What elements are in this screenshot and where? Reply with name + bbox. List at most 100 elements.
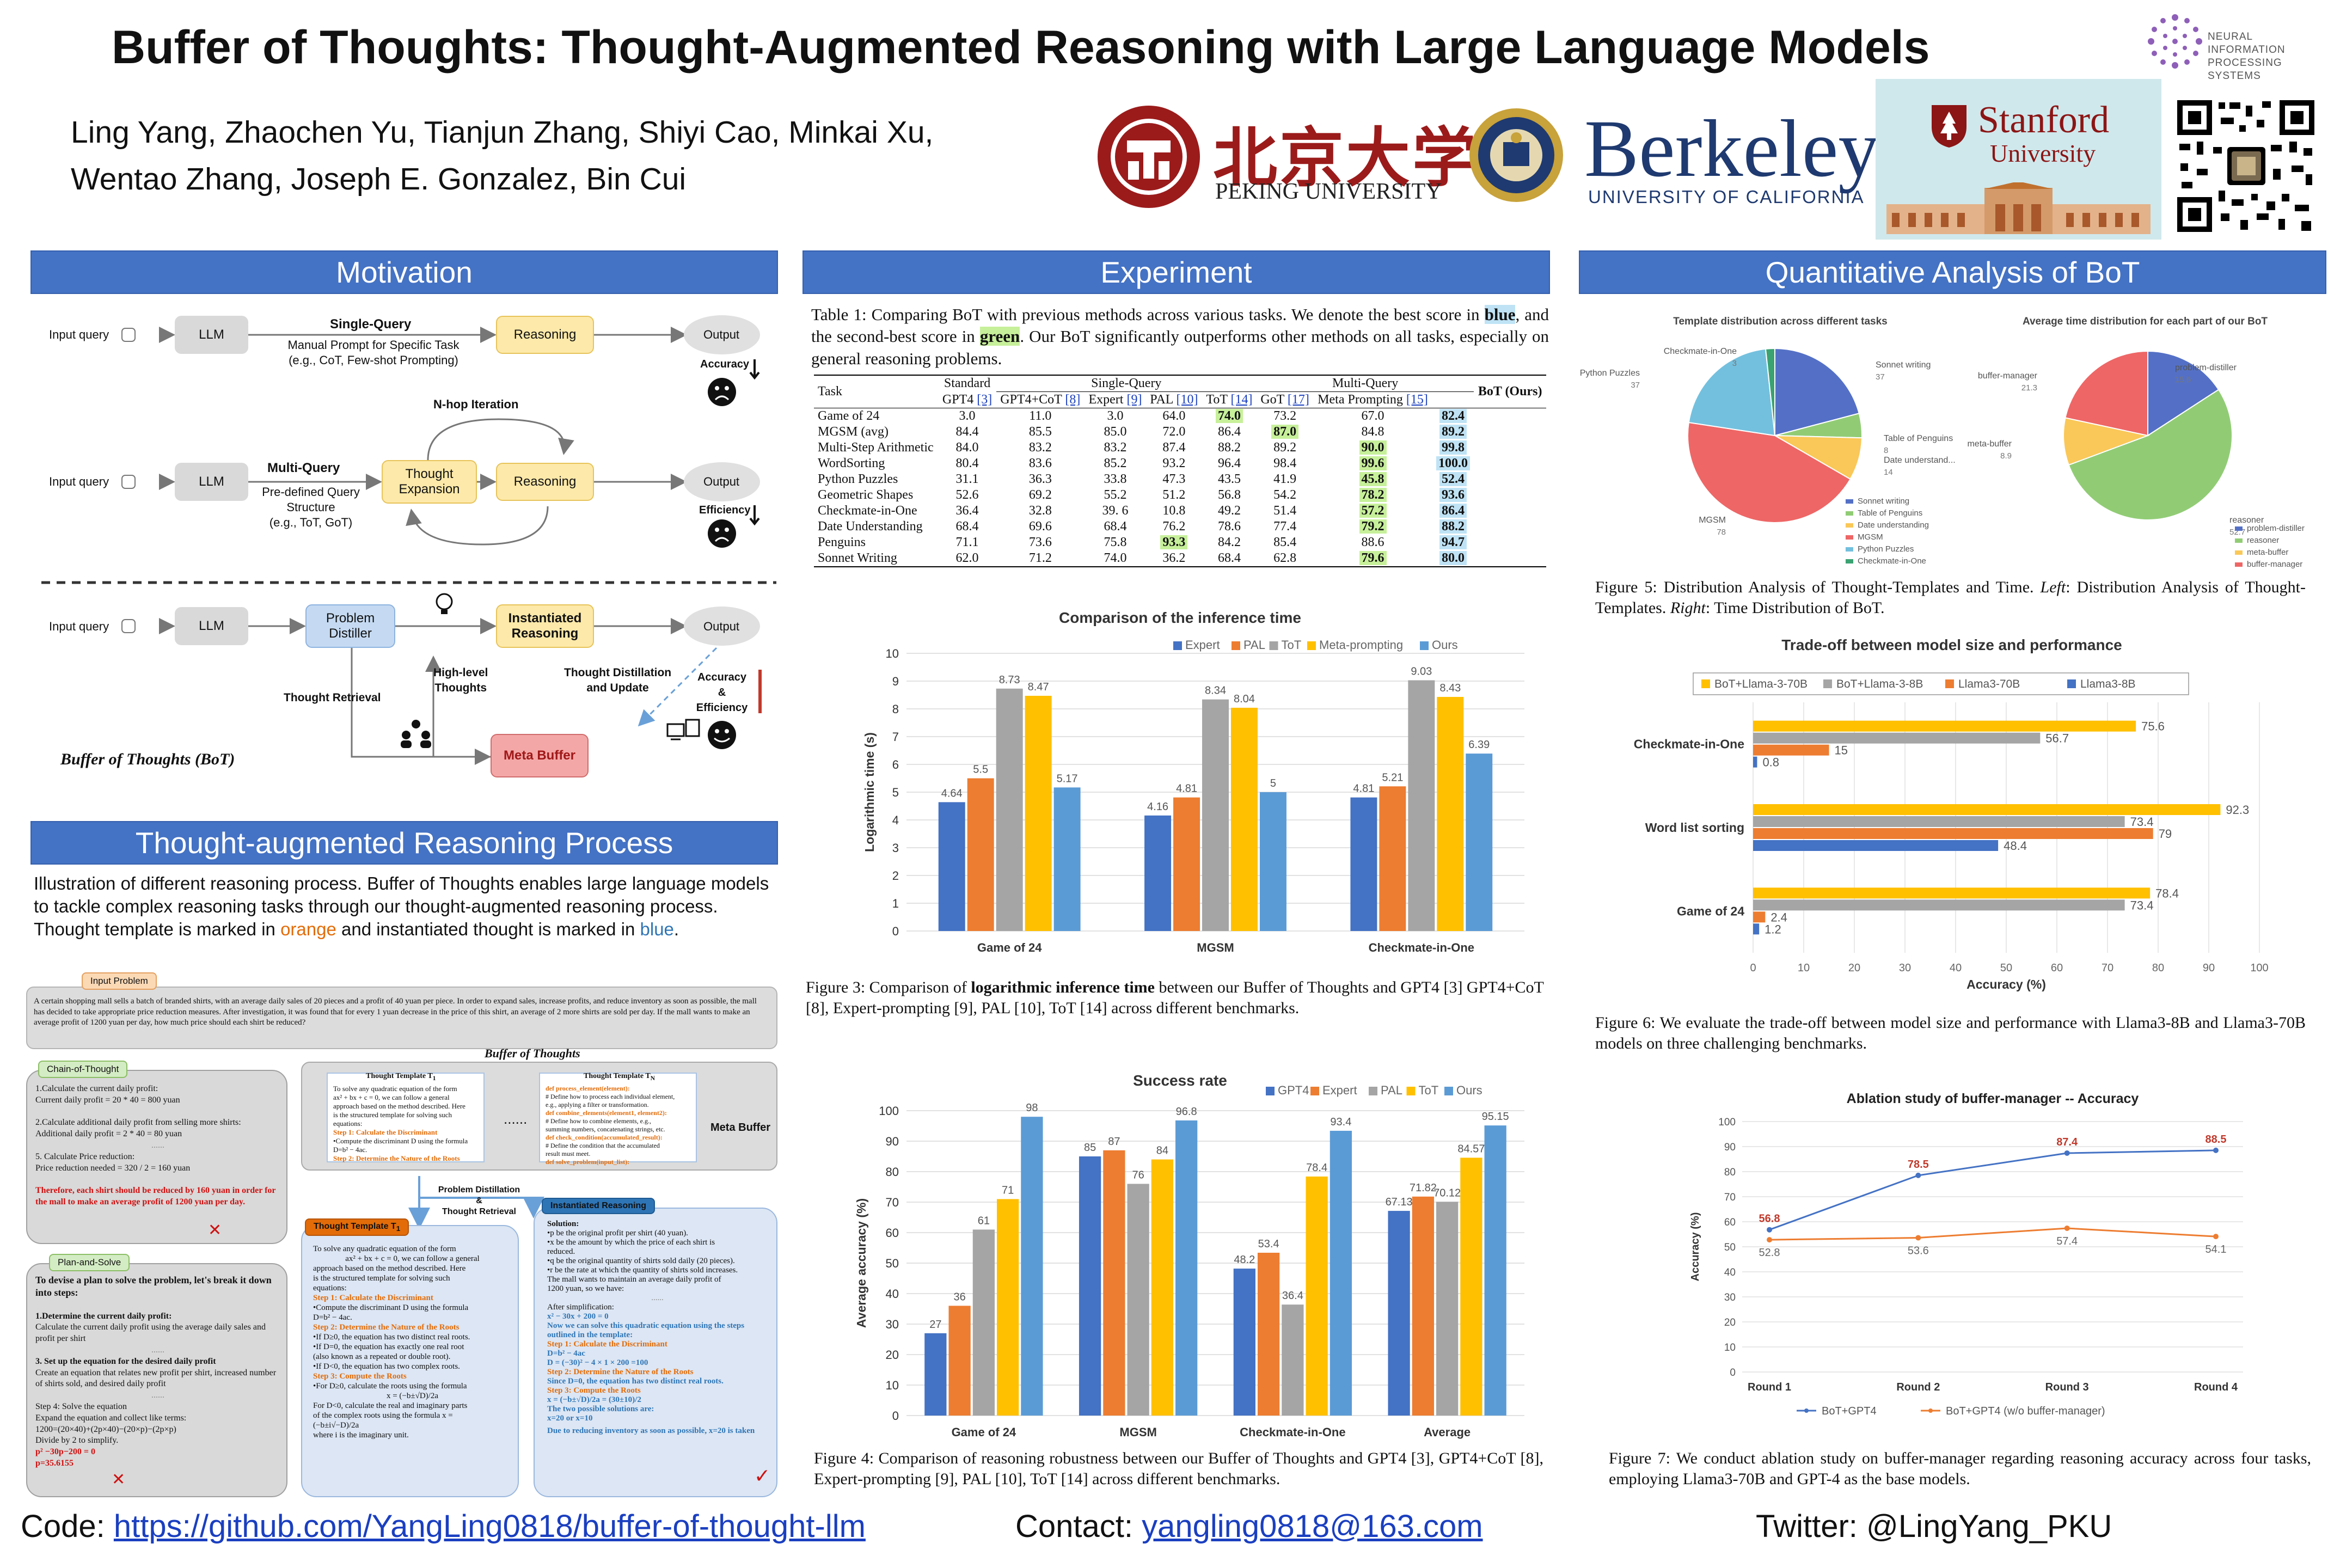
task-cell: Python Puzzles [818, 472, 898, 486]
bar [1053, 787, 1081, 931]
section-header-motivation: Motivation [30, 250, 778, 294]
y-tick-label: 1 [892, 897, 899, 910]
score-value: 100.0 [1436, 456, 1470, 470]
task-cell: WordSorting [818, 456, 885, 470]
ps-line-9: Divide by 2 to simplify. [35, 1436, 119, 1445]
data-label: 57.4 [2056, 1235, 2078, 1247]
score-cell: 67.0 [1313, 408, 1432, 425]
th-tot-ref[interactable]: [14] [1230, 393, 1253, 407]
bar-value-label: 4.16 [1147, 801, 1168, 813]
bar [1151, 1159, 1174, 1416]
input-problem-text: A certain shopping mall sells a batch of… [34, 997, 757, 1027]
th-gpt4-ref[interactable]: [3] [977, 392, 993, 407]
legend-swatch [1846, 511, 1853, 516]
x-tick-label: Average [1424, 1425, 1471, 1439]
y-axis-label: Accuracy (%) [1689, 1212, 1701, 1282]
legend-label: BoT+GPT4 (w/o buffer-manager) [1946, 1405, 2105, 1417]
y-tick-label: 0 [892, 1409, 899, 1423]
score-value: 62.8 [1273, 551, 1297, 565]
score-cell: 71.2 [996, 550, 1085, 567]
th-meta: Meta Prompting [15] [1313, 391, 1432, 408]
tcap-green: green [979, 327, 1020, 346]
ps-line-5: Create an equation that relates new prof… [35, 1368, 277, 1389]
ir-solution: Solution: [547, 1220, 579, 1228]
score-cell: 100.0 [1432, 456, 1474, 471]
pie-label: Date understand... [1884, 456, 1956, 465]
input-problem-label: Input Problem [82, 972, 157, 990]
score-value: 49.2 [1217, 504, 1241, 518]
score-cell: 87.4 [1146, 440, 1202, 456]
cot-answer: Therefore, each shirt should be reduced … [35, 1186, 276, 1206]
th-expert-ref[interactable]: [9] [1126, 393, 1142, 407]
ir-s2a: Since D=0, the equation has two distinct… [547, 1377, 724, 1386]
results-table: Task Standard Single-Query Multi-Query B… [814, 375, 1546, 567]
distill-line-1: Thought Distillation [564, 666, 672, 679]
bar-value-label: 48.4 [2004, 839, 2027, 853]
bar [1306, 1176, 1328, 1416]
th-cot-text: GPT4+CoT [1000, 393, 1062, 407]
accuracy-label-1: Accuracy [700, 358, 750, 370]
ir-s3b: The two possible solutions are: [547, 1405, 654, 1413]
intro-3: process. Thought template is marked in [34, 896, 718, 939]
score-value: 84.8 [1361, 425, 1384, 439]
intro-5: . [673, 919, 679, 939]
code-link[interactable]: https://github.com/YangLing0818/buffer-o… [113, 1509, 866, 1544]
score-cell: 85.0 [1085, 424, 1146, 440]
single-query-label: Single-Query [330, 317, 412, 332]
th-meta-text: Meta Prompting [1318, 393, 1403, 407]
y-tick-label: 10 [886, 1379, 899, 1392]
ttb-0: To solve any quadratic equation of the f… [313, 1245, 456, 1253]
task-cell: Game of 24 [818, 409, 880, 423]
table-row: Date Understanding 68.4 69.6 68.4 76.2 78.6 77… [814, 519, 1546, 535]
bar-value-label: 4.81 [1176, 783, 1197, 795]
inference-time-chart: Comparison of the inference time Expert PA… [862, 609, 1524, 954]
y-tick-label: 40 [1724, 1267, 1736, 1278]
th-meta-ref[interactable]: [15] [1406, 393, 1428, 407]
meta-buffer-dots: ...... [504, 1111, 528, 1127]
legend-label: problem-distiller [2247, 524, 2305, 533]
score-value: 83.2 [1028, 440, 1052, 455]
score-cell: 54.2 [1257, 487, 1313, 503]
cot-line-6: Price reduction needed = 320 / 2 = 160 y… [35, 1163, 191, 1173]
y-axis-label: Average accuracy (%) [854, 1198, 868, 1328]
score-cell: 93.2 [1146, 456, 1202, 471]
nhop-label: N-hop Iteration [433, 397, 519, 411]
task-cell: Date Understanding [818, 519, 923, 534]
th-got-ref[interactable]: [17] [1287, 393, 1309, 407]
score-value: 64.0 [1162, 409, 1186, 423]
table-row: Sonnet Writing 62.0 71.2 74.0 36.2 68.4 62.8 79… [814, 550, 1546, 567]
score-cell: 45.8 [1313, 471, 1432, 487]
score-cell: 75.8 [1085, 535, 1146, 550]
bar [1753, 911, 1766, 923]
ps-answer-2: p=35.6155 [35, 1458, 74, 1468]
qr-code-icon[interactable] [2175, 98, 2317, 234]
ps-answer-1: p² −30p−200 = 0 [35, 1447, 95, 1457]
th-cot-ref[interactable]: [8] [1065, 393, 1081, 407]
score-value: 75.8 [1104, 535, 1127, 549]
bar-value-label: 71 [1002, 1184, 1014, 1196]
bar [1753, 816, 2125, 827]
contact-link[interactable]: yangling0818@163.com [1142, 1509, 1483, 1544]
legend-label: Table of Penguins [1858, 509, 1922, 518]
poster-title: Buffer of Thoughts: Thought-Augmented Re… [112, 21, 1930, 74]
legend-label: BoT+GPT4 [1822, 1405, 1877, 1417]
score-value: 77.4 [1273, 519, 1297, 534]
intro-orange: orange [280, 919, 336, 939]
legend-label: reasoner [2247, 536, 2279, 545]
legend-label: Python Puzzles [1858, 544, 1914, 554]
score-value: 73.2 [1273, 409, 1297, 423]
bar-value-label: 84 [1156, 1145, 1168, 1157]
bar [1173, 797, 1200, 931]
data-point [2064, 1225, 2070, 1231]
tt1-b5: equations: [333, 1119, 363, 1128]
score-cell: 99.8 [1432, 440, 1474, 456]
data-label: 52.8 [1759, 1247, 1780, 1259]
pie-slice [1765, 347, 1775, 436]
x-tick-label: 30 [1899, 962, 1911, 974]
pku-chinese-name: 北京大学 [1213, 123, 1479, 194]
th-pal-ref[interactable]: [10] [1176, 393, 1198, 407]
score-cell: 74.0 [1202, 408, 1257, 425]
tt-sel-sub: 1 [396, 1224, 401, 1233]
score-value: 72.0 [1162, 425, 1186, 439]
data-label: 87.4 [2056, 1136, 2078, 1148]
